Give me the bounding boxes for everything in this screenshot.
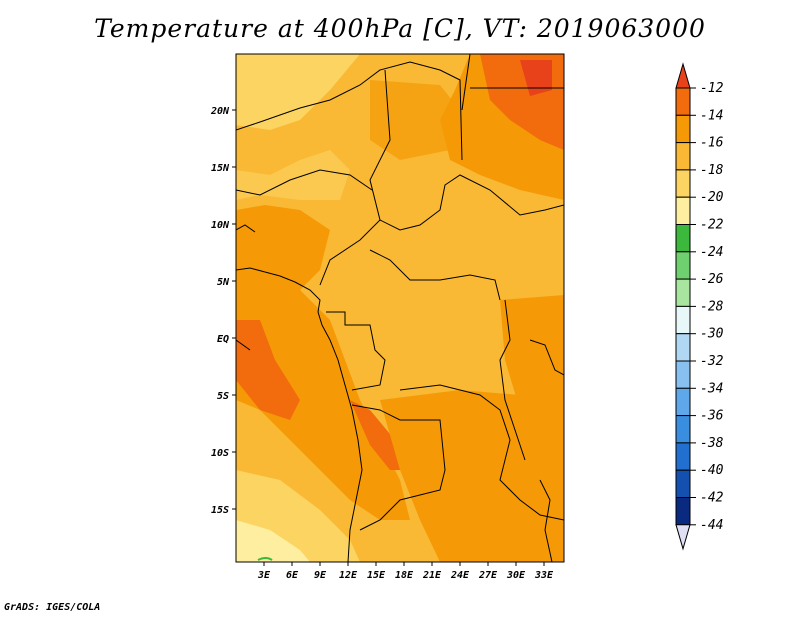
- y-tick-label: 5S: [217, 391, 229, 402]
- kenya-border: [529, 339, 564, 376]
- colorbar-swatch: [675, 497, 691, 526]
- temperature-field: [236, 54, 564, 562]
- x-tick-label: 24E: [450, 570, 470, 581]
- colorbar-swatch: [675, 196, 691, 225]
- colorbar-swatch: [675, 469, 691, 499]
- field-north-orange: [370, 80, 460, 160]
- colorbar-label: -16: [700, 136, 724, 151]
- colorbar-swatch: [675, 387, 691, 417]
- y-tick-label: 10S: [211, 448, 229, 459]
- y-tick-label: 10N: [211, 220, 230, 231]
- colorbar-label: -28: [700, 299, 724, 314]
- field-coast-orange: [236, 265, 410, 520]
- colorbar-label: -42: [700, 491, 724, 506]
- x-tick-label: 21E: [422, 570, 442, 581]
- colorbar-label: -32: [700, 354, 724, 369]
- credit-label: GrADS: IGES/COLA: [4, 602, 101, 613]
- moz-border: [539, 479, 553, 562]
- x-tick-label: 15E: [367, 570, 386, 581]
- colorbar-top-arrow: [675, 62, 691, 89]
- colorbar-swatch: [675, 442, 691, 471]
- colorbar-label: -26: [700, 272, 724, 287]
- field-ne-hot: [520, 60, 552, 96]
- gabon-congo-border: [326, 311, 386, 391]
- field-east-orange: [500, 295, 564, 420]
- x-tick-label: 30E: [506, 570, 526, 581]
- colorbar-swatch: [675, 415, 691, 444]
- sahara-borders: [236, 61, 463, 161]
- colorbar-swatch: [675, 169, 691, 198]
- y-tick-label: EQ: [217, 334, 229, 345]
- map-frame: [235, 53, 565, 563]
- colorbar-label: -18: [700, 163, 724, 178]
- colorbar-swatch: [675, 360, 691, 389]
- field-angola-dark: [350, 400, 405, 470]
- libya-border: [461, 54, 564, 111]
- misc-coast: [236, 224, 256, 351]
- colorbar-label: -24: [700, 245, 723, 260]
- y-tick-label: 20N: [210, 106, 230, 117]
- field-sw-pale: [236, 520, 310, 562]
- colorbar-label: -38: [700, 436, 724, 451]
- colorbar-swatch: [675, 142, 691, 171]
- field-sahel-light: [236, 150, 350, 200]
- mali-niger-border: [236, 169, 373, 196]
- x-tick-label: 18E: [395, 570, 414, 581]
- colorbar-swatch: [675, 224, 691, 253]
- x-tick-label: 12E: [339, 570, 358, 581]
- x-tick-label: 33E: [534, 570, 554, 581]
- colorbar-label: -36: [700, 409, 724, 424]
- atlantic-coast: [236, 267, 363, 562]
- colorbar: -12 -14 -16 -18 -20 -22 -24 -26 -28 -30 -32 -34 -36 -…: [675, 62, 724, 551]
- chad-sudan-border: [379, 174, 564, 231]
- colorbar-label: -14: [700, 108, 723, 123]
- field-green-contour: [257, 557, 273, 561]
- colorbar-label: -20: [700, 190, 724, 205]
- car-border: [369, 249, 501, 301]
- colorbar-swatch: [675, 333, 691, 362]
- field-coast-dark: [236, 320, 300, 420]
- colorbar-swatch: [675, 87, 691, 116]
- x-tick-label: 3E: [257, 570, 271, 581]
- field-nw-light: [236, 54, 360, 130]
- chart-title: Temperature at 400hPa [C], VT: 201906300…: [94, 14, 706, 43]
- field-se-orange: [380, 390, 564, 562]
- angola-border: [351, 404, 446, 531]
- y-tick-label: 15S: [211, 505, 229, 516]
- colorbar-label: -22: [700, 218, 724, 233]
- coastlines: [236, 54, 564, 562]
- colorbar-label: -12: [700, 81, 724, 96]
- y-tick-label: 5N: [217, 277, 230, 288]
- colorbar-swatch: [675, 114, 691, 144]
- drc-border: [399, 384, 564, 521]
- colorbar-swatch: [675, 305, 691, 335]
- y-tick-label: 15N: [211, 163, 230, 174]
- colorbar-label: -34: [700, 381, 723, 396]
- colorbar-bottom-arrow: [675, 524, 691, 551]
- east-lakes-border: [499, 299, 526, 461]
- colorbar-swatch: [675, 251, 691, 280]
- x-tick-label: 9E: [314, 570, 327, 581]
- colorbar-label: -40: [700, 463, 724, 478]
- colorbar-label: -44: [700, 518, 723, 533]
- x-tick-label: 27E: [478, 570, 498, 581]
- x-tick-label: 6E: [286, 570, 299, 581]
- y-axis: 20N 15N 10N 5N EQ 5S 10S 15S: [210, 106, 236, 516]
- colorbar-swatch: [675, 278, 691, 307]
- colorbar-label: -30: [700, 327, 724, 342]
- x-axis: 3E 6E 9E 12E 15E 18E 21E 24E 27E 30E 33E: [257, 562, 554, 581]
